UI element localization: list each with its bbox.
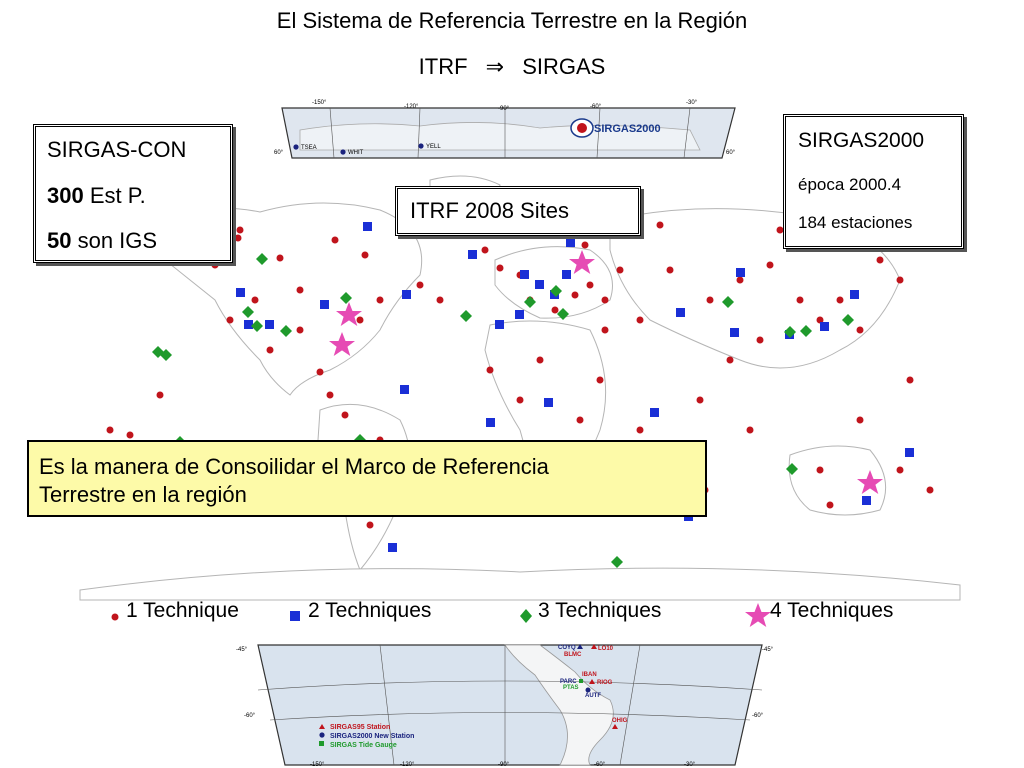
station-label: PARC bbox=[560, 679, 577, 685]
station-label: BLMC bbox=[564, 652, 582, 658]
sirgas95-marker-icon bbox=[319, 724, 325, 729]
igs-count: 50 bbox=[47, 228, 72, 253]
note-box: Es la manera de Consoilidar el Marco de … bbox=[27, 440, 707, 517]
north-lat-label: 60° bbox=[274, 150, 284, 156]
note-text: Es la manera de Consoilidar el Marco de … bbox=[39, 453, 549, 509]
station-label: YELL bbox=[426, 144, 441, 150]
technique-legend: 1 Technique 2 Techniques 3 Techniques 4 … bbox=[111, 599, 893, 627]
legend-item: 3 Techniques bbox=[538, 599, 661, 622]
stations-count: 300 bbox=[47, 183, 84, 208]
itrf-sites-label: ITRF 2008 Sites bbox=[410, 198, 569, 223]
inset-legend: SIRGAS95 Station SIRGAS2000 New Station … bbox=[319, 724, 414, 749]
north-lon-label: -150° bbox=[312, 100, 327, 106]
subtitle-itrf: ITRF bbox=[418, 54, 468, 79]
sirgas-con-title: SIRGAS-CON bbox=[47, 137, 187, 162]
station-label: AUTF bbox=[585, 693, 601, 699]
north-lon-label: -30° bbox=[686, 100, 698, 106]
station-label: TSEA bbox=[301, 145, 317, 151]
south-lat-label: -45° bbox=[236, 647, 248, 653]
north-lon-label: -120° bbox=[404, 104, 419, 110]
sirgas2000-logo: SIRGAS2000 bbox=[570, 118, 661, 138]
legend-item: 4 Techniques bbox=[770, 599, 893, 622]
tide-gauge-marker-icon bbox=[319, 741, 324, 746]
inset-legend-item: SIRGAS2000 New Station bbox=[330, 733, 414, 740]
north-lat-label: 60° bbox=[726, 150, 736, 156]
note-line-1: Es la manera de Consoilidar el Marco de … bbox=[39, 454, 549, 479]
implies-arrow-icon: ⇒ bbox=[485, 54, 505, 79]
station-label: COYQ bbox=[558, 645, 576, 651]
south-lon-label: -30° bbox=[684, 762, 696, 768]
sirgas-con-box: SIRGAS-CON 300 Est P. 50 son IGS bbox=[33, 124, 233, 263]
station-markers bbox=[106, 221, 934, 568]
itrf-sites-box: ITRF 2008 Sites bbox=[395, 186, 641, 236]
south-lon-label: -150° bbox=[310, 762, 325, 768]
north-america-inset: -150° -120° -90° -60° -30° 60° 60° TSEA … bbox=[274, 100, 736, 159]
south-america-inset: -45° -45° -60° -60° -150° -120° -90° -60… bbox=[236, 644, 774, 768]
inset-legend-item: SIRGAS95 Station bbox=[330, 724, 390, 731]
technique3-marker-icon bbox=[520, 609, 532, 623]
sirgas2000-marker-icon bbox=[319, 732, 325, 738]
station-label: WHIT bbox=[348, 150, 364, 156]
page-subtitle: ITRF ⇒ SIRGAS bbox=[0, 54, 1024, 80]
sirgas-con-stations: 300 Est P. bbox=[47, 183, 146, 209]
sirgas2000-title: SIRGAS2000 bbox=[798, 129, 925, 152]
technique4-marker-icon bbox=[745, 603, 771, 627]
technique1-marker-icon bbox=[111, 613, 119, 621]
north-lon-label: -90° bbox=[498, 106, 510, 112]
south-lon-label: -120° bbox=[400, 762, 415, 768]
station-label: RIOG bbox=[597, 680, 613, 686]
legend-item: 2 Techniques bbox=[308, 599, 431, 622]
inset-legend-item: SIRGAS Tide Gauge bbox=[330, 742, 397, 749]
page-title: El Sistema de Referencia Terrestre en la… bbox=[276, 8, 748, 33]
legend-item: 1 Technique bbox=[126, 599, 239, 622]
south-lat-label: -60° bbox=[752, 713, 764, 719]
sirgas2000-stations: 184 estaciones bbox=[798, 213, 913, 232]
south-lat-label: -45° bbox=[762, 647, 774, 653]
logo-text: SIRGAS2000 bbox=[594, 123, 661, 135]
sirgas-con-igs: 50 son IGS bbox=[47, 228, 157, 254]
station-label: LO10 bbox=[598, 646, 614, 652]
station-label: OHIG bbox=[612, 718, 628, 724]
south-lon-label: -90° bbox=[498, 762, 510, 768]
stations-text: Est P. bbox=[83, 183, 146, 208]
south-lat-label: -60° bbox=[244, 713, 256, 719]
technique2-marker-icon bbox=[290, 611, 300, 621]
sirgas2000-box: SIRGAS2000 época 2000.4 184 estaciones bbox=[783, 114, 964, 249]
north-lon-label: -60° bbox=[590, 104, 602, 110]
south-lon-label: -60° bbox=[594, 762, 606, 768]
subtitle-sirgas: SIRGAS bbox=[522, 54, 606, 79]
station-label: PTAS bbox=[563, 685, 579, 691]
note-line-2: Terrestre en la región bbox=[39, 482, 247, 507]
igs-text: son IGS bbox=[71, 228, 158, 253]
sirgas2000-epoch: época 2000.4 bbox=[798, 175, 902, 194]
station-label: IBAN bbox=[582, 672, 597, 678]
